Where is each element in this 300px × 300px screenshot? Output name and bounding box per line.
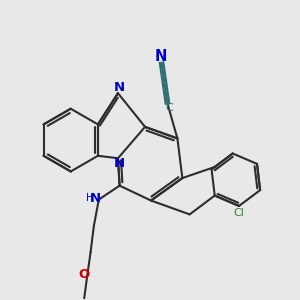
- Text: Cl: Cl: [234, 208, 244, 218]
- Text: N: N: [155, 50, 167, 64]
- Text: N: N: [114, 157, 125, 170]
- Text: O: O: [78, 268, 90, 281]
- Text: N: N: [114, 81, 125, 94]
- Text: C: C: [165, 103, 173, 113]
- Text: H: H: [86, 193, 93, 203]
- Text: N: N: [90, 192, 101, 205]
